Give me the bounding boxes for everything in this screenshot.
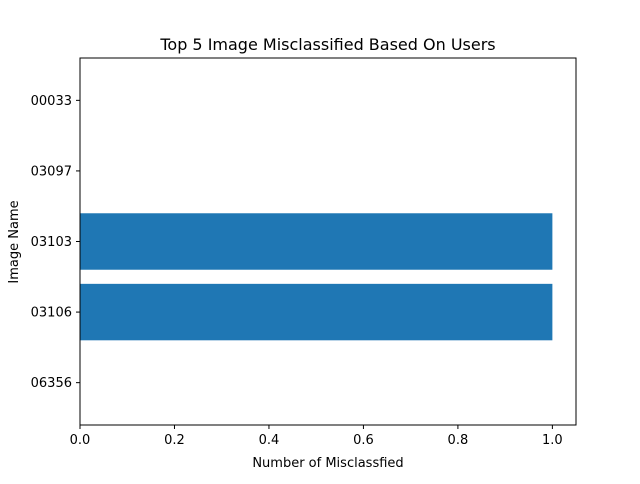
x-tick-label: 0.4 — [259, 433, 280, 448]
y-tick-label: 03103 — [31, 235, 72, 250]
y-axis-label: Image Name — [7, 200, 22, 283]
plot-area-frame — [79, 57, 577, 426]
chart-title: Top 5 Image Misclassified Based On Users — [159, 35, 495, 54]
bars-group — [80, 213, 553, 341]
x-tick-label: 0.2 — [164, 433, 185, 448]
x-tick-label: 0.6 — [353, 433, 374, 448]
x-tick-label: 0.8 — [448, 433, 469, 448]
bar-03103 — [80, 213, 553, 270]
x-tick-label: 1.0 — [542, 433, 563, 448]
y-tick-label: 03097 — [31, 164, 72, 179]
x-tick-label: 0.0 — [70, 433, 91, 448]
bar-03106 — [80, 283, 553, 341]
y-tick-label: 03106 — [31, 306, 72, 321]
x-axis-label: Number of Misclassfied — [252, 456, 403, 471]
ticks-group: 00033 03097 03103 03106 06356 0.0 0.2 0.4 0.6 0.8… — [31, 94, 563, 448]
y-tick-label: 06356 — [31, 376, 72, 391]
y-tick-label: 00033 — [31, 94, 72, 109]
